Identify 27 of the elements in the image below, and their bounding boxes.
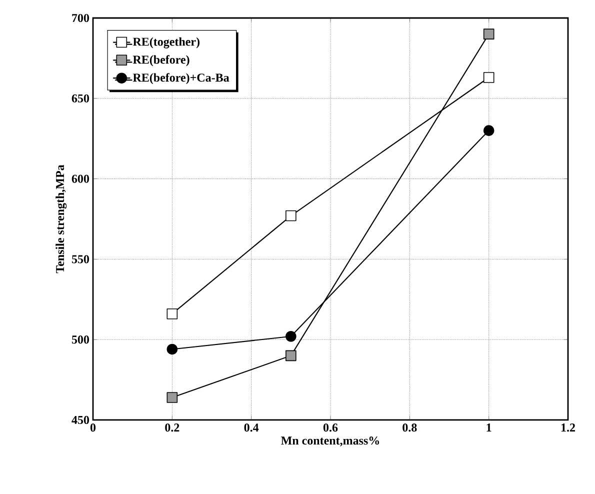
x-tick-label: 0.6 [323, 424, 338, 432]
point [483, 125, 494, 136]
point [166, 308, 178, 320]
y-tick-label: 700 [72, 14, 90, 22]
x-tick-label: 0 [90, 424, 96, 432]
y-tick-label: 550 [72, 255, 90, 264]
y-tick-label: 500 [72, 336, 90, 344]
point [483, 72, 494, 83]
x-axis-title: Mn content,mass% [281, 436, 380, 446]
y-tick-label: 650 [72, 94, 90, 102]
legend-label: RE(before)+Ca-Ba [132, 73, 230, 84]
point [286, 330, 296, 342]
x-tick-label: 1 [486, 424, 492, 432]
point [166, 392, 178, 403]
point [166, 344, 178, 355]
legend-label: RE(together) [132, 37, 200, 48]
y-axis-title: Tensile strength,MPa [56, 164, 67, 274]
y-tick-label: 600 [72, 174, 90, 183]
point [286, 350, 296, 362]
point [286, 210, 296, 222]
legend-label: RE(before) [132, 55, 190, 66]
x-tick-label: 0.8 [402, 424, 417, 432]
point [483, 28, 494, 40]
x-tick-label: 0.4 [244, 424, 259, 432]
x-tick-label: 1.2 [561, 424, 575, 432]
y-tick-label: 450 [72, 416, 90, 424]
x-tick-label: 0.2 [165, 424, 180, 432]
